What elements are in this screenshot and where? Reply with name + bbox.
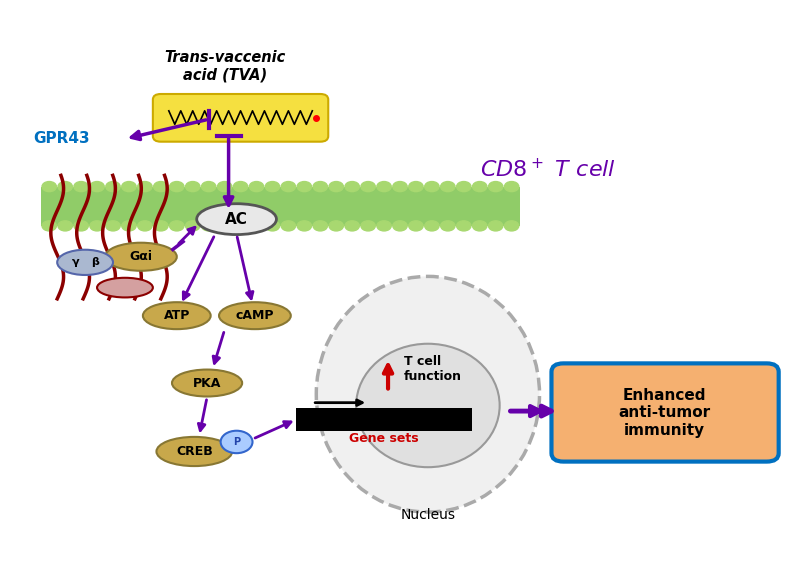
Circle shape (106, 182, 120, 192)
Circle shape (186, 182, 200, 192)
Circle shape (489, 221, 503, 231)
Circle shape (345, 221, 359, 231)
Circle shape (106, 221, 120, 231)
Circle shape (170, 221, 184, 231)
Circle shape (202, 221, 216, 231)
Circle shape (218, 221, 232, 231)
Circle shape (154, 221, 168, 231)
Circle shape (441, 221, 455, 231)
Circle shape (329, 221, 343, 231)
Circle shape (282, 182, 295, 192)
Circle shape (425, 221, 439, 231)
Circle shape (42, 182, 56, 192)
Circle shape (457, 221, 471, 231)
Ellipse shape (157, 437, 232, 466)
Text: β: β (90, 257, 98, 267)
Circle shape (234, 182, 248, 192)
Ellipse shape (316, 276, 539, 512)
Circle shape (138, 182, 152, 192)
Circle shape (345, 182, 359, 192)
Circle shape (138, 221, 152, 231)
Ellipse shape (356, 343, 500, 467)
Text: Gene sets: Gene sets (350, 431, 419, 444)
Circle shape (361, 182, 375, 192)
Text: AC: AC (225, 212, 248, 227)
Bar (42, 187, 519, 226)
Circle shape (377, 182, 391, 192)
Circle shape (186, 221, 200, 231)
Circle shape (505, 221, 518, 231)
Circle shape (393, 221, 407, 231)
Circle shape (266, 221, 280, 231)
Circle shape (393, 182, 407, 192)
Text: Gαi: Gαi (130, 250, 153, 263)
Circle shape (329, 182, 343, 192)
Circle shape (250, 182, 264, 192)
Ellipse shape (219, 302, 290, 329)
Circle shape (266, 182, 280, 192)
Bar (296, 408, 472, 431)
Text: Trans-vaccenic
acid (TVA): Trans-vaccenic acid (TVA) (164, 50, 286, 82)
Circle shape (90, 221, 104, 231)
Text: cAMP: cAMP (236, 309, 274, 322)
Circle shape (122, 182, 136, 192)
Circle shape (457, 182, 471, 192)
Circle shape (42, 221, 56, 231)
Circle shape (361, 221, 375, 231)
Circle shape (250, 221, 264, 231)
Circle shape (170, 182, 184, 192)
Circle shape (377, 221, 391, 231)
Circle shape (505, 182, 518, 192)
Text: GPR43: GPR43 (34, 131, 90, 147)
Circle shape (90, 182, 104, 192)
Circle shape (473, 182, 487, 192)
Text: T cell
function: T cell function (404, 355, 462, 383)
Ellipse shape (105, 243, 177, 271)
Circle shape (122, 221, 136, 231)
Circle shape (409, 182, 423, 192)
Circle shape (202, 182, 216, 192)
Circle shape (221, 431, 253, 453)
Text: PKA: PKA (193, 377, 222, 390)
Circle shape (74, 182, 88, 192)
Text: P: P (233, 437, 240, 447)
Circle shape (297, 182, 311, 192)
Circle shape (154, 182, 168, 192)
Circle shape (58, 182, 72, 192)
Circle shape (74, 221, 88, 231)
Ellipse shape (197, 204, 277, 235)
Circle shape (58, 221, 72, 231)
Text: $\mathit{CD8}^+$ $\mathit{T}$ $\mathit{cell}$: $\mathit{CD8}^+$ $\mathit{T}$ $\mathit{c… (480, 158, 616, 182)
Text: γ: γ (72, 257, 79, 267)
Circle shape (218, 182, 232, 192)
Ellipse shape (57, 250, 113, 275)
Circle shape (282, 221, 295, 231)
Text: Nucleus: Nucleus (401, 508, 455, 522)
Circle shape (473, 221, 487, 231)
Circle shape (313, 221, 327, 231)
Circle shape (441, 182, 455, 192)
Ellipse shape (172, 369, 242, 396)
Circle shape (297, 221, 311, 231)
Circle shape (234, 221, 248, 231)
Circle shape (313, 182, 327, 192)
Ellipse shape (97, 278, 153, 297)
Text: ATP: ATP (163, 309, 190, 322)
Text: CREB: CREB (176, 445, 213, 458)
FancyBboxPatch shape (153, 94, 328, 142)
Ellipse shape (143, 302, 210, 329)
FancyBboxPatch shape (551, 363, 778, 461)
Circle shape (409, 221, 423, 231)
Text: Enhanced
anti-tumor
immunity: Enhanced anti-tumor immunity (618, 388, 710, 438)
Circle shape (489, 182, 503, 192)
Circle shape (425, 182, 439, 192)
